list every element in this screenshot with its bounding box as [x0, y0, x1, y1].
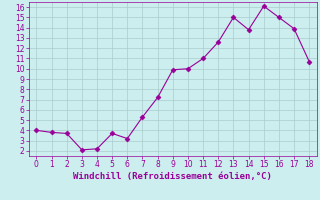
X-axis label: Windchill (Refroidissement éolien,°C): Windchill (Refroidissement éolien,°C) — [73, 172, 272, 181]
